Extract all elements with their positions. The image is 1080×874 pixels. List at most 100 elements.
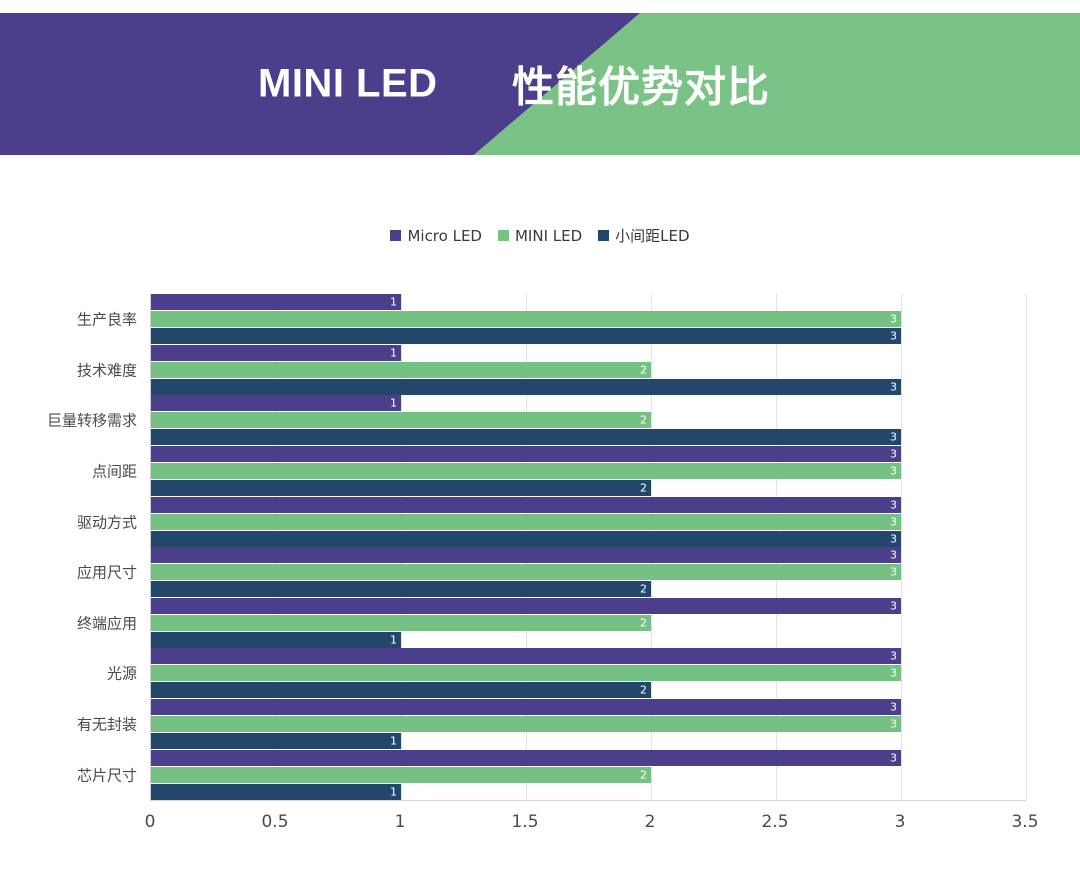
legend-item-3[interactable]: 小间距LED <box>598 225 690 246</box>
chart-bar[interactable]: 1 <box>151 395 401 412</box>
chart-bar[interactable]: 1 <box>151 631 401 648</box>
chart-legend: Micro LED MINI LED 小间距LED <box>0 225 1080 246</box>
chart-bar-value-label: 2 <box>640 616 647 630</box>
x-axis-tick-label: 1.5 <box>511 812 539 832</box>
y-axis-category-label: 驱动方式 <box>76 513 137 532</box>
chart-bar-value-label: 3 <box>890 649 897 663</box>
y-axis-category-label: 应用尺寸 <box>76 563 137 582</box>
x-axis-tick-label: 1 <box>394 812 406 832</box>
chart-bar-value-label: 1 <box>390 633 397 647</box>
chart-bar-value-label: 2 <box>640 582 647 596</box>
page-subtitle: 性能优势对比 <box>512 62 771 112</box>
banner-title-group: MINI LED 性能优势对比 <box>0 13 1080 155</box>
page-title: MINI LED <box>258 61 438 106</box>
chart-category-row: 驱动方式 3 3 3 <box>77 496 1026 547</box>
chart-bar-value-label: 2 <box>640 683 647 697</box>
chart-bar[interactable]: 2 <box>151 480 651 497</box>
chart-bar[interactable]: 1 <box>151 344 401 361</box>
chart-bar-value-label: 3 <box>890 464 897 478</box>
chart-bar-value-label: 3 <box>890 447 897 461</box>
gridline <box>401 294 402 800</box>
chart-bar-value-label: 3 <box>890 700 897 714</box>
y-axis-category-label: 光源 <box>106 664 137 683</box>
chart-category-row: 应用尺寸 3 3 2 <box>77 547 1026 598</box>
chart-bar[interactable]: 3 <box>151 328 901 345</box>
legend-swatch-icon <box>497 230 509 241</box>
gridline <box>776 294 777 800</box>
chart-bar[interactable]: 3 <box>151 564 901 581</box>
chart-bar[interactable]: 3 <box>151 699 901 716</box>
chart-bar-value-label: 1 <box>390 734 397 748</box>
chart-bar-value-label: 1 <box>390 346 397 360</box>
legend-swatch-icon <box>390 230 402 241</box>
chart-bar[interactable]: 3 <box>151 547 901 564</box>
chart-bar-value-label: 3 <box>890 666 897 680</box>
chart-bar[interactable]: 3 <box>151 749 901 766</box>
legend-swatch-icon <box>598 230 610 241</box>
chart-bar[interactable]: 1 <box>151 783 401 800</box>
x-axis-tick-label: 0.5 <box>261 812 289 832</box>
legend-item-label: 小间距LED <box>615 227 690 245</box>
chart-bar[interactable]: 2 <box>151 682 651 699</box>
chart-bar[interactable]: 3 <box>151 716 901 733</box>
header-banner: MINI LED 性能优势对比 <box>0 13 1080 155</box>
chart-bar[interactable]: 2 <box>151 766 651 783</box>
legend-item-label: MINI LED <box>514 226 583 245</box>
chart-bar[interactable]: 3 <box>151 378 901 395</box>
chart-bar[interactable]: 3 <box>151 429 901 446</box>
chart-bar-value-label: 3 <box>890 329 897 343</box>
chart-bar[interactable]: 2 <box>151 361 651 378</box>
chart-bar[interactable]: 1 <box>151 294 401 311</box>
legend-item-label: Micro LED <box>407 226 482 245</box>
x-axis-tick-labels: 0 0.5 1 1.5 2 2.5 3 3.5 <box>145 812 1039 842</box>
y-axis-category-label: 巨量转移需求 <box>46 411 137 430</box>
chart-bar[interactable]: 3 <box>151 665 901 682</box>
chart-bar[interactable]: 3 <box>151 530 901 547</box>
y-axis-category-label: 生产良率 <box>76 310 137 329</box>
chart-bar-value-label: 3 <box>890 565 897 579</box>
legend-item-2[interactable]: MINI LED <box>497 226 583 245</box>
chart-bar[interactable]: 2 <box>151 614 651 631</box>
chart-bar-value-label: 3 <box>890 599 897 613</box>
y-axis-category-label: 有无封装 <box>76 715 137 734</box>
chart-bar[interactable]: 3 <box>151 513 901 530</box>
x-axis-tick-label: 2.5 <box>761 812 789 832</box>
chart-bar-value-label: 3 <box>890 751 897 765</box>
chart-category-row: 光源 3 3 2 <box>107 648 1026 699</box>
chart-bar[interactable]: 3 <box>151 311 901 328</box>
y-axis-category-label: 技术难度 <box>76 361 137 380</box>
x-axis-line <box>150 800 1026 801</box>
x-axis-tick-label: 0 <box>144 812 156 832</box>
y-axis-category-label: 终端应用 <box>76 614 137 633</box>
chart-category-row: 点间距 3 3 2 <box>92 446 1026 497</box>
chart-bar-value-label: 3 <box>890 380 897 394</box>
chart-bar-value-label: 1 <box>390 295 397 309</box>
chart-container: Micro LED MINI LED 小间距LED 生产良率 1 3 3 技术难度 1 2 3 巨量… <box>0 170 1080 874</box>
chart-bar[interactable]: 3 <box>151 496 901 513</box>
chart-bar[interactable]: 3 <box>151 446 901 463</box>
chart-bar[interactable]: 2 <box>151 412 651 429</box>
chart-bar-value-label: 3 <box>890 532 897 546</box>
x-axis-tick-label: 3 <box>894 812 906 832</box>
chart-category-row: 生产良率 1 3 3 <box>77 294 1026 345</box>
chart-bar-value-label: 3 <box>890 717 897 731</box>
chart-bar-value-label: 1 <box>390 785 397 799</box>
x-axis-tick-label: 2 <box>644 812 656 832</box>
y-axis-category-label: 点间距 <box>91 462 137 481</box>
legend-item-1[interactable]: Micro LED <box>390 227 482 245</box>
gridline <box>276 294 277 800</box>
chart-category-row: 芯片尺寸 3 2 1 <box>77 749 1026 800</box>
chart-bar[interactable]: 1 <box>151 733 401 750</box>
chart-bar[interactable]: 3 <box>151 463 901 480</box>
chart-bar[interactable]: 3 <box>151 597 901 614</box>
chart-category-row: 有无封装 3 3 1 <box>77 699 1026 750</box>
chart-bar-value-label: 3 <box>890 548 897 562</box>
chart-bar-value-label: 3 <box>890 498 897 512</box>
chart-bar-value-label: 2 <box>640 481 647 495</box>
gridline <box>526 294 527 800</box>
gridline <box>1026 294 1027 800</box>
chart-bar-value-label: 2 <box>640 363 647 377</box>
chart-bar[interactable]: 2 <box>151 581 651 598</box>
chart-bar-value-label: 2 <box>640 768 647 782</box>
chart-bar[interactable]: 3 <box>151 648 901 665</box>
